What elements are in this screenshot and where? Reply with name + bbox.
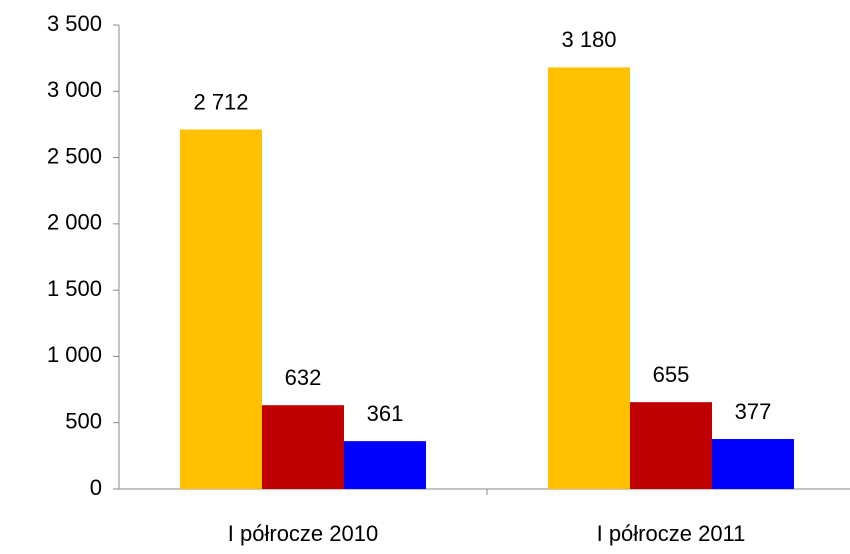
y-tick-label: 3 500 bbox=[47, 11, 102, 36]
x-tick-label: I półrocze 2011 bbox=[597, 521, 746, 546]
value-label: 377 bbox=[735, 399, 772, 424]
bar bbox=[262, 405, 344, 489]
bar bbox=[630, 402, 712, 489]
y-tick-label: 1 500 bbox=[47, 276, 102, 301]
bar bbox=[180, 129, 262, 489]
y-tick-label: 1 000 bbox=[47, 342, 102, 367]
bar bbox=[548, 67, 630, 490]
y-tick-label: 0 bbox=[90, 475, 102, 500]
x-tick-label: I półrocze 2010 bbox=[228, 521, 378, 546]
y-tick-label: 3 000 bbox=[47, 77, 102, 102]
y-tick-label: 500 bbox=[65, 409, 102, 434]
y-tick-label: 2 000 bbox=[47, 210, 102, 235]
value-label: 2 712 bbox=[193, 89, 248, 114]
bar bbox=[712, 439, 794, 489]
value-label: 632 bbox=[285, 365, 322, 390]
bar bbox=[344, 441, 426, 489]
value-label: 3 180 bbox=[561, 27, 616, 52]
value-label: 655 bbox=[653, 362, 690, 387]
value-label: 361 bbox=[367, 401, 404, 426]
y-tick-label: 2 500 bbox=[47, 143, 102, 168]
